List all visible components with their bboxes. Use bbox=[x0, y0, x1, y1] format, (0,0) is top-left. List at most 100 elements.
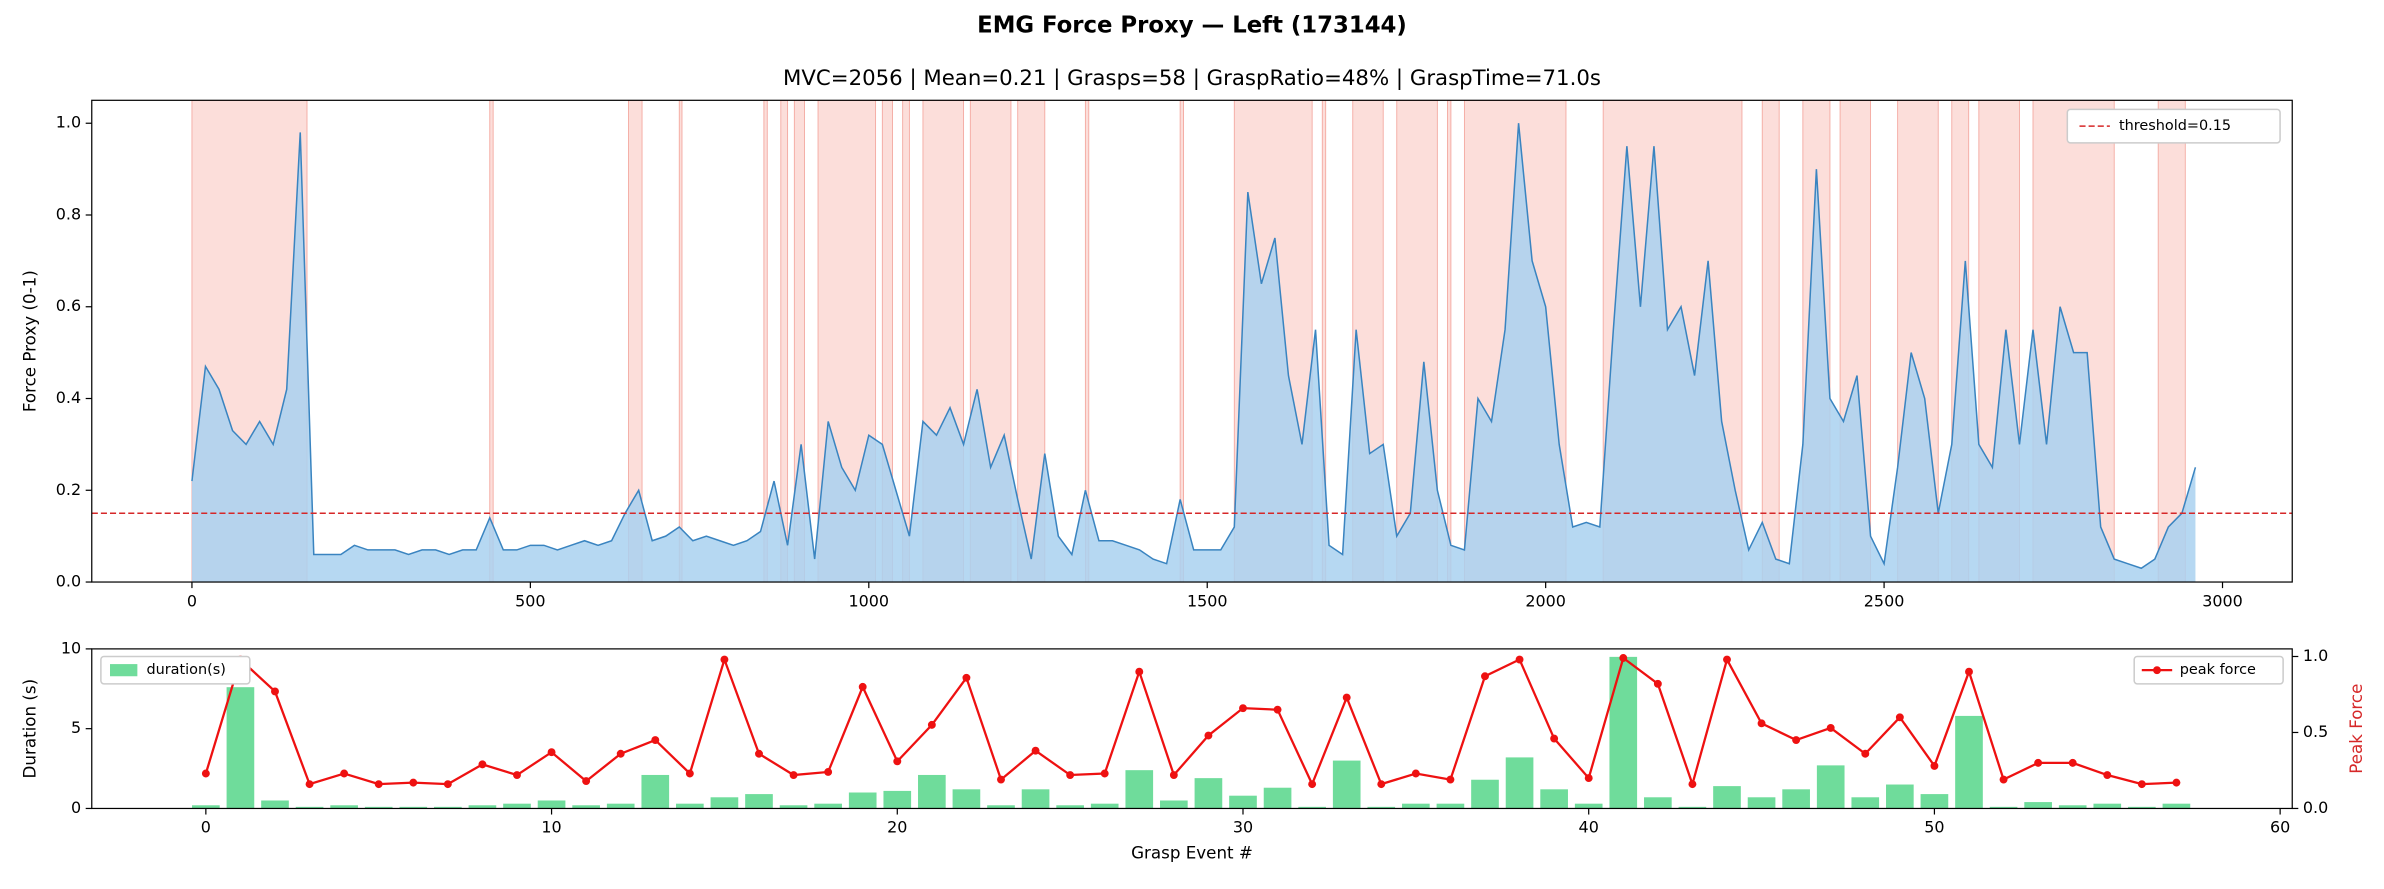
duration-bar bbox=[295, 806, 324, 809]
peak-point bbox=[2103, 771, 2112, 779]
peak-point bbox=[1619, 654, 1628, 662]
x-tick-label: 2500 bbox=[1864, 591, 1905, 610]
duration-bar bbox=[676, 803, 704, 809]
grasp-span bbox=[1321, 100, 1327, 583]
duration-bar bbox=[848, 792, 877, 809]
peak-point bbox=[1723, 655, 1731, 664]
peak-point bbox=[1584, 774, 1593, 783]
peak-point bbox=[1550, 734, 1559, 743]
duration-bar bbox=[814, 803, 842, 809]
peak-point bbox=[2137, 780, 2146, 789]
duration-bar bbox=[2093, 803, 2122, 809]
duration-bar bbox=[1609, 656, 1638, 809]
peak-point bbox=[374, 780, 383, 789]
y-tick-label: 0.6 bbox=[56, 296, 81, 315]
duration-bar bbox=[745, 794, 773, 809]
peak-point bbox=[1135, 667, 1144, 676]
duration-bar bbox=[1782, 789, 1810, 809]
duration-bar bbox=[1263, 787, 1292, 809]
peak-point bbox=[1342, 693, 1351, 702]
peak-point bbox=[1100, 769, 1109, 778]
duration-bar bbox=[1886, 784, 1914, 809]
duration-bar bbox=[261, 800, 289, 809]
peak-point bbox=[1169, 771, 1178, 779]
duration-bar bbox=[503, 803, 531, 809]
peak-point bbox=[443, 780, 452, 789]
duration-bar bbox=[226, 687, 255, 809]
axes-title: MVC=2056 | Mean=0.21 | Grasps=58 | Grasp… bbox=[783, 66, 1601, 91]
x-tick-label: 1000 bbox=[849, 591, 890, 610]
y-tick-label: 1.0 bbox=[56, 113, 81, 132]
peak-point bbox=[513, 771, 521, 779]
peak-point bbox=[616, 749, 625, 758]
x-tick-label: 30 bbox=[1233, 818, 1253, 837]
y2-axis-label: Peak Force bbox=[2346, 684, 2366, 774]
axes-frame bbox=[91, 99, 2293, 583]
duration-bar bbox=[2058, 805, 2087, 809]
peak-point bbox=[1653, 679, 1662, 688]
figure-title: EMG Force Proxy — Left (173144) bbox=[977, 12, 1407, 38]
duration-bar bbox=[1574, 803, 1603, 809]
peak-point bbox=[1377, 780, 1386, 789]
duration-bar bbox=[1540, 789, 1568, 809]
x-tick-label: 500 bbox=[515, 591, 545, 610]
peak-point bbox=[1411, 769, 1420, 778]
force-line bbox=[191, 123, 2197, 570]
duration-bar bbox=[192, 805, 220, 809]
peak-point bbox=[201, 769, 210, 778]
duration-bar bbox=[1125, 770, 1154, 809]
peak-point bbox=[789, 771, 798, 779]
peak-point bbox=[1446, 775, 1455, 784]
grasp-span bbox=[2157, 100, 2186, 583]
x-tick-label: 1500 bbox=[1187, 591, 1228, 610]
duration-bar bbox=[1436, 803, 1465, 809]
peak-point bbox=[478, 760, 487, 769]
legend-box bbox=[2133, 655, 2284, 685]
duration-bar bbox=[1678, 806, 1707, 809]
peak-point bbox=[547, 748, 556, 757]
duration-bar bbox=[434, 806, 462, 809]
x-tick-label: 0 bbox=[187, 591, 197, 610]
peak-point bbox=[997, 775, 1005, 784]
y-tick-label: 10 bbox=[61, 638, 81, 657]
peak-point bbox=[1895, 713, 1904, 722]
peak-point bbox=[1861, 749, 1870, 758]
duration-bar bbox=[952, 789, 981, 809]
x-tick-label: 40 bbox=[1579, 818, 1599, 837]
peak-point bbox=[409, 778, 418, 787]
y-tick-label: 0.8 bbox=[56, 204, 81, 223]
grasp-span bbox=[763, 100, 768, 583]
peak-point bbox=[1999, 775, 2008, 784]
peak-point bbox=[858, 682, 867, 691]
duration-bar bbox=[537, 800, 566, 809]
x-axis-label: Grasp Event # bbox=[1131, 843, 1253, 863]
grasp-span bbox=[678, 100, 683, 583]
peak-point bbox=[651, 736, 660, 745]
duration-bar bbox=[710, 797, 739, 809]
area bbox=[191, 123, 2196, 583]
x-tick-label: 10 bbox=[541, 818, 561, 837]
legend-swatch bbox=[110, 664, 138, 677]
duration-bar bbox=[1367, 806, 1396, 809]
duration-bar bbox=[1989, 806, 2018, 809]
duration-bar bbox=[1056, 805, 1084, 809]
duration-bar bbox=[364, 806, 393, 809]
grasp-span bbox=[1447, 100, 1452, 583]
x-tick-label: 2000 bbox=[1525, 591, 1566, 610]
peak-point bbox=[962, 673, 971, 682]
peak-point bbox=[1239, 704, 1247, 713]
legend-label: threshold=0.15 bbox=[2119, 118, 2231, 134]
duration-bar bbox=[1229, 795, 1257, 809]
duration-bar bbox=[2162, 803, 2191, 809]
duration-bar bbox=[1021, 789, 1050, 809]
peak-point bbox=[755, 749, 763, 758]
legend-box bbox=[2066, 108, 2281, 144]
peak-point bbox=[1031, 746, 1040, 755]
peak-point bbox=[1273, 705, 1282, 714]
peak-line bbox=[204, 655, 2177, 788]
peak-point bbox=[1481, 672, 1489, 681]
duration-bar bbox=[1747, 797, 1776, 809]
duration-bar bbox=[1955, 715, 1983, 809]
duration-bar bbox=[779, 805, 808, 809]
